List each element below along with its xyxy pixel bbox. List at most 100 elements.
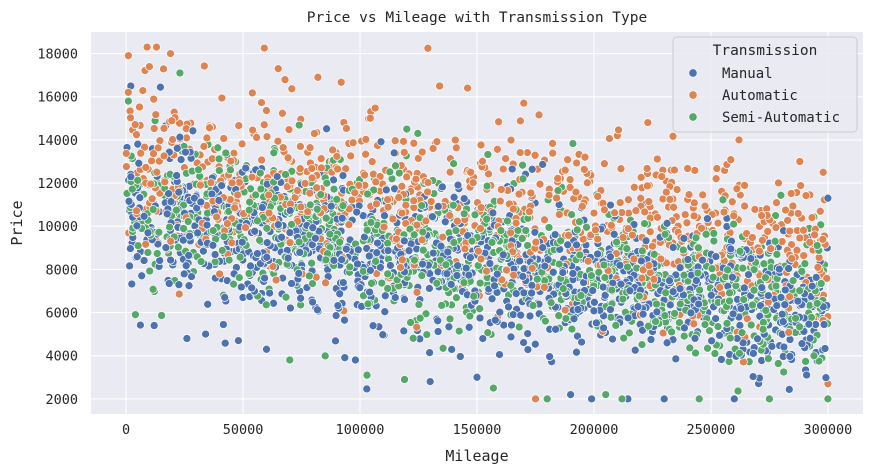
data-point: [341, 244, 351, 254]
data-point: [527, 164, 537, 174]
data-point: [823, 193, 833, 203]
data-point: [713, 322, 723, 331]
y-axis-label: Price: [8, 200, 26, 245]
data-point: [589, 306, 599, 316]
data-point: [255, 235, 264, 245]
data-point: [717, 355, 726, 364]
data-point: [338, 201, 348, 211]
data-point: [615, 198, 625, 207]
data-point: [813, 262, 823, 272]
data-point: [630, 345, 640, 355]
data-point: [251, 190, 261, 200]
data-point: [530, 339, 540, 349]
data-point: [712, 164, 722, 173]
data-point: [733, 386, 743, 396]
data-point: [167, 116, 177, 126]
data-point: [417, 235, 427, 245]
data-point: [192, 203, 202, 213]
data-point: [353, 259, 362, 269]
data-point: [245, 197, 254, 207]
data-point: [523, 329, 533, 338]
data-point: [781, 205, 790, 215]
data-point: [397, 208, 407, 218]
data-point: [262, 252, 272, 262]
data-point: [607, 285, 617, 295]
data-point: [134, 158, 144, 168]
data-point: [618, 233, 628, 242]
data-point: [335, 237, 345, 247]
data-point: [476, 254, 486, 264]
data-point: [807, 213, 817, 222]
data-point: [774, 178, 783, 188]
data-point: [478, 156, 487, 166]
data-point: [660, 229, 670, 239]
data-point: [738, 338, 748, 348]
data-point: [362, 384, 372, 394]
data-point: [342, 124, 351, 133]
data-point: [234, 336, 243, 345]
data-point: [127, 279, 137, 289]
legend-marker: [688, 112, 698, 122]
data-point: [199, 61, 209, 71]
data-point: [591, 225, 600, 235]
data-point: [793, 296, 803, 306]
data-point: [506, 228, 515, 238]
data-point: [679, 270, 689, 280]
data-point: [333, 164, 342, 174]
data-point: [689, 211, 699, 221]
data-point: [750, 205, 760, 214]
data-point: [166, 49, 175, 58]
data-point: [772, 301, 782, 310]
data-point: [644, 321, 653, 331]
data-point: [425, 348, 434, 357]
data-point: [259, 43, 269, 53]
data-point: [683, 164, 692, 173]
data-point: [700, 201, 710, 211]
data-point: [776, 190, 786, 200]
data-point: [805, 238, 815, 247]
data-point: [139, 256, 149, 265]
data-point: [758, 324, 768, 334]
data-point: [724, 357, 734, 366]
data-point: [623, 224, 633, 234]
data-point: [593, 192, 603, 201]
data-point: [728, 272, 737, 282]
data-point: [281, 292, 291, 302]
data-point: [611, 321, 621, 330]
data-point: [154, 227, 164, 237]
data-point: [643, 181, 652, 191]
data-point: [265, 288, 274, 298]
data-point: [136, 148, 146, 158]
data-point: [156, 82, 165, 92]
data-point: [667, 327, 676, 337]
data-point: [506, 332, 516, 342]
data-point: [172, 205, 181, 215]
data-point: [321, 278, 330, 288]
data-point: [513, 226, 523, 235]
data-point: [809, 351, 819, 361]
data-point: [418, 259, 427, 269]
data-point: [352, 207, 362, 217]
data-point: [588, 286, 598, 295]
data-point: [740, 181, 749, 190]
data-point: [795, 286, 805, 296]
data-point: [440, 217, 450, 227]
data-point: [451, 143, 461, 153]
data-point: [683, 255, 693, 264]
data-point: [208, 240, 218, 250]
data-point: [149, 124, 159, 133]
data-point: [797, 267, 807, 276]
data-point: [773, 359, 783, 368]
data-point: [322, 178, 332, 188]
data-point: [312, 204, 322, 214]
data-point: [601, 390, 611, 399]
data-point: [636, 173, 646, 182]
data-point: [525, 207, 534, 217]
x-tick-label: 250000: [687, 422, 736, 438]
data-point: [371, 257, 380, 266]
data-point: [665, 195, 675, 204]
data-point: [691, 348, 700, 358]
data-point: [776, 293, 786, 302]
data-point: [194, 165, 203, 175]
data-point: [523, 148, 532, 157]
